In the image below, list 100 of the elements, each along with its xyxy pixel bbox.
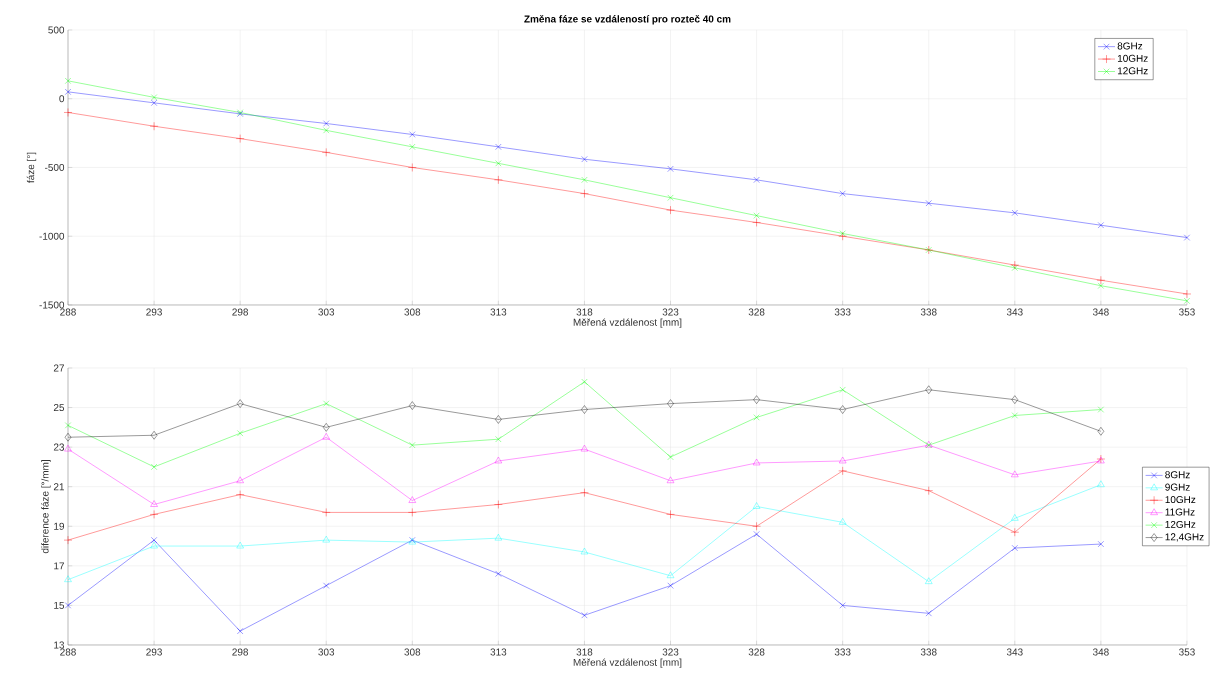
y-tick-label: 15 (54, 601, 65, 609)
point (495, 415, 502, 424)
point (1011, 209, 1018, 216)
point (752, 502, 761, 509)
x-tick-label: 353 (1179, 648, 1195, 656)
x-tick-label: 308 (404, 648, 421, 656)
point (1011, 412, 1018, 419)
point (495, 160, 502, 167)
x-tick-label: 318 (576, 648, 593, 656)
point (63, 108, 73, 117)
point (322, 433, 330, 440)
point (839, 230, 846, 237)
point (581, 405, 588, 414)
point (666, 476, 675, 483)
x-tick-label: 298 (232, 648, 249, 656)
point (581, 378, 588, 385)
point (666, 205, 675, 215)
point (63, 535, 73, 545)
point (580, 444, 589, 452)
legend-label: 12GHz (1165, 520, 1196, 528)
point (408, 496, 416, 503)
point (580, 547, 589, 555)
x-tick-label: 288 (60, 308, 76, 316)
point (581, 156, 588, 163)
point (323, 127, 330, 134)
legend-label: 12,4GHz (1165, 533, 1204, 542)
point (1097, 222, 1104, 229)
point (408, 163, 417, 172)
point (1097, 282, 1104, 289)
point (149, 122, 159, 131)
x-tick-label: 348 (1092, 648, 1109, 656)
point (752, 522, 761, 531)
point (64, 444, 72, 452)
point (925, 610, 932, 617)
point (667, 399, 674, 408)
point (666, 571, 675, 578)
point (580, 189, 589, 198)
point (839, 602, 846, 609)
point (235, 490, 245, 499)
point (150, 431, 158, 440)
point (753, 395, 760, 404)
x-axis-title: Měřená vzdálenost [mm] (573, 658, 682, 668)
x-tick-label: 328 (748, 648, 765, 656)
point (1096, 276, 1106, 285)
point (64, 575, 72, 582)
y-axis-title: fáze [°] (26, 152, 37, 183)
x-tick-label: 333 (834, 648, 851, 656)
point (408, 508, 417, 517)
point (839, 190, 846, 197)
point (667, 582, 674, 589)
point (925, 577, 933, 584)
point (1010, 528, 1020, 537)
point (409, 131, 416, 138)
point (322, 148, 331, 157)
x-tick-label: 323 (662, 308, 679, 316)
point (1011, 545, 1018, 552)
point (925, 385, 932, 394)
point (495, 143, 502, 150)
point (495, 570, 502, 577)
y-tick-label: 500 (48, 26, 65, 34)
point (237, 628, 244, 635)
point (753, 212, 760, 219)
x-tick-label: 338 (920, 648, 937, 656)
point (64, 88, 72, 95)
x-tick-label: 313 (490, 648, 507, 656)
legend-label: 11GHz (1165, 508, 1195, 516)
point (753, 414, 760, 421)
point (64, 433, 72, 442)
y-tick-label: -1000 (39, 232, 65, 240)
point (64, 602, 72, 609)
legend-label: 8GHz (1165, 471, 1190, 479)
point (838, 466, 847, 476)
point (839, 518, 847, 525)
point (151, 537, 158, 544)
point (753, 531, 760, 538)
point (409, 442, 416, 449)
point (1097, 541, 1104, 548)
point (322, 535, 330, 543)
x-tick-label: 313 (490, 308, 507, 316)
y-tick-label: 27 (53, 364, 64, 372)
x-tick-label: 288 (60, 648, 76, 656)
point (237, 430, 244, 437)
legend-label: 12GHz (1117, 67, 1148, 75)
legend-label: 8GHz (1117, 42, 1143, 50)
x-tick-label: 353 (1179, 308, 1195, 316)
point (151, 94, 158, 101)
point (494, 533, 503, 541)
point (236, 541, 244, 549)
point (1011, 395, 1019, 404)
point (150, 500, 158, 507)
y-tick-label: 19 (54, 522, 65, 530)
x-tick-label: 323 (662, 648, 679, 656)
point (1097, 427, 1105, 436)
point (409, 401, 416, 410)
point (235, 134, 245, 143)
y-axis-title: diference fáze [°/mm] (41, 460, 51, 554)
point (1182, 289, 1192, 299)
point (838, 232, 847, 241)
point (580, 488, 589, 497)
point (149, 510, 159, 519)
